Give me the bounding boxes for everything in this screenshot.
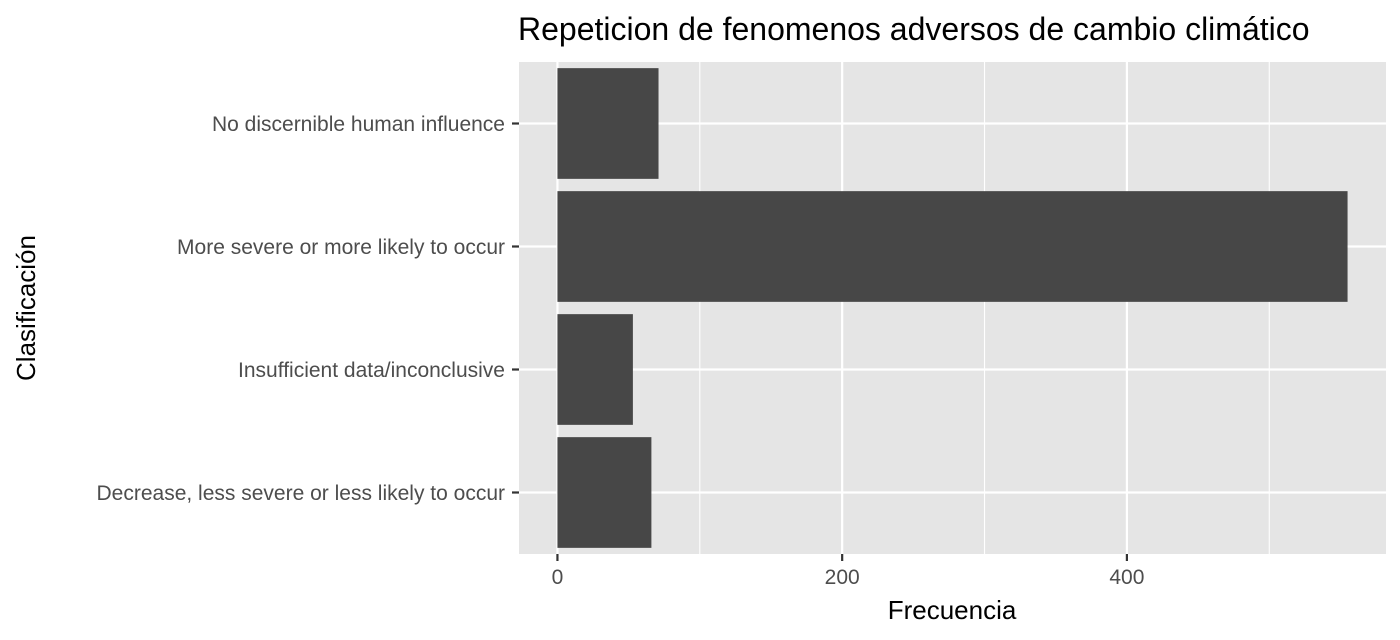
x-axis-ticks: 0 200 400: [552, 554, 1144, 589]
plot-panel: [519, 62, 1386, 554]
y-tick-label: Decrease, less severe or less likely to …: [97, 482, 506, 505]
bar: [557, 191, 1348, 302]
bars: [557, 68, 1348, 548]
y-tick-label: Insufficient data/inconclusive: [238, 359, 505, 382]
y-tick-label: No discernible human influence: [212, 113, 505, 136]
y-tick-label: More severe or more likely to occur: [177, 236, 505, 259]
bar: [557, 68, 659, 179]
y-axis-title: Clasificación: [11, 235, 41, 381]
x-tick-label: 0: [552, 566, 564, 589]
y-axis-ticks: Decrease, less severe or less likely to …: [97, 113, 519, 505]
x-tick-label: 400: [1109, 566, 1144, 589]
bar: [557, 437, 652, 548]
bar: [557, 314, 633, 425]
x-axis-title: Frecuencia: [888, 595, 1017, 625]
x-tick-label: 200: [825, 566, 860, 589]
chart-title: Repeticion de fenomenos adversos de camb…: [518, 11, 1310, 47]
